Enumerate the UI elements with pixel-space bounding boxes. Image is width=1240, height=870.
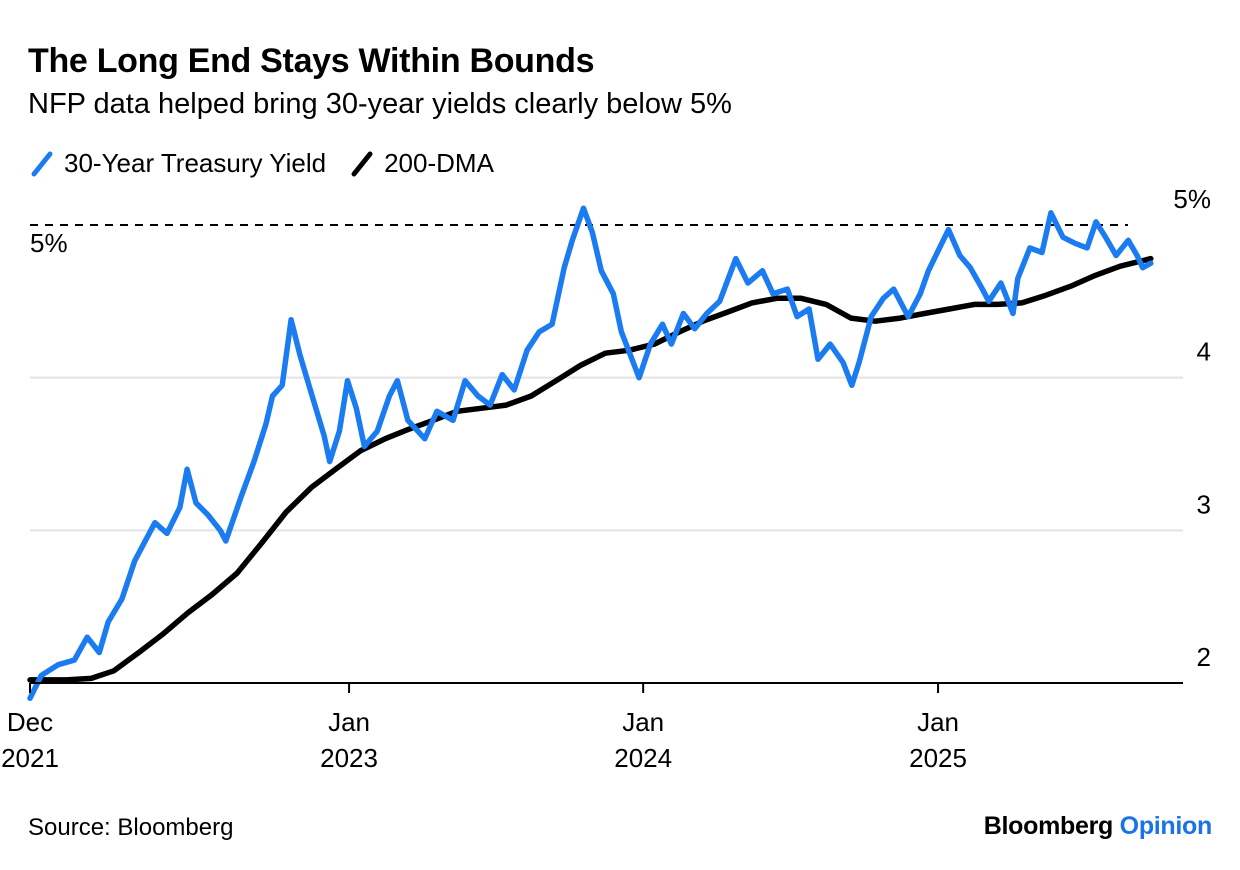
reference-line-label: 5% (30, 228, 68, 258)
x-tick-label-year-3: 2025 (909, 743, 967, 773)
legend-label-yield: 30-Year Treasury Yield (64, 148, 327, 178)
brand-logo: Bloomberg Opinion (983, 812, 1213, 841)
y-tick-label-3: 3 (1197, 489, 1211, 519)
legend-item-dma: 200-DMA (348, 148, 494, 179)
x-tick-label-year-1: 2023 (320, 743, 378, 773)
x-tick-label-month-0: Dec (7, 707, 53, 737)
chart-title: The Long End Stays Within Bounds (28, 42, 595, 80)
chart-subtitle: NFP data helped bring 30-year yields cle… (28, 88, 732, 120)
legend-swatch-yield (31, 151, 53, 176)
legend-swatch-dma (351, 151, 373, 176)
reference-layer: 5% (30, 224, 1128, 258)
x-tick-label-month-3: Jan (917, 707, 959, 737)
chart-legend: 30-Year Treasury Yield 200-DMA (28, 148, 516, 179)
x-tick-label-month-2: Jan (622, 707, 664, 737)
series-layer (27, 205, 1154, 702)
y-tick-label-2: 2 (1197, 642, 1211, 672)
brand-accent: Opinion (1119, 812, 1213, 840)
y-tick-label-4: 4 (1197, 337, 1211, 367)
x-tick-label-month-1: Jan (328, 707, 370, 737)
x-tick-label-year-0: 2021 (1, 743, 59, 773)
legend-label-dma: 200-DMA (384, 148, 494, 178)
x-tick-label-year-2: 2024 (614, 743, 672, 773)
legend-item-yield: 30-Year Treasury Yield (28, 148, 326, 179)
series-line-30y-yield (27, 205, 1154, 702)
source-note: Source: Bloomberg (28, 814, 234, 841)
brand-name: Bloomberg (983, 812, 1114, 840)
series-line-200-dma (27, 255, 1154, 683)
axis-layer: 2 3 4 5% Dec 2021 Jan 2023 Jan 2024 Jan 2025 (1, 184, 1211, 773)
y-tick-label-5: 5% (1173, 184, 1211, 214)
